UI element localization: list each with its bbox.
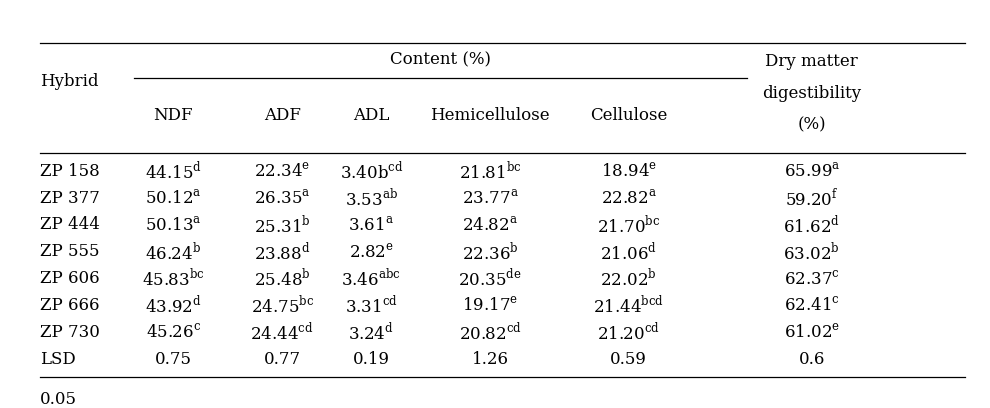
Text: 44.15$^{\mathregular{d}}$: 44.15$^{\mathregular{d}}$ bbox=[145, 160, 202, 182]
Text: 50.13$^{\mathregular{a}}$: 50.13$^{\mathregular{a}}$ bbox=[145, 216, 202, 234]
Text: 45.83$^{\mathregular{bc}}$: 45.83$^{\mathregular{bc}}$ bbox=[142, 268, 205, 290]
Text: 0.19: 0.19 bbox=[352, 350, 390, 368]
Text: 18.94$^{\mathregular{e}}$: 18.94$^{\mathregular{e}}$ bbox=[601, 162, 656, 181]
Text: 59.20$^{\mathregular{f}}$: 59.20$^{\mathregular{f}}$ bbox=[785, 187, 839, 209]
Text: Dry matter: Dry matter bbox=[765, 53, 858, 70]
Text: 21.81$^{\mathregular{bc}}$: 21.81$^{\mathregular{bc}}$ bbox=[458, 160, 522, 182]
Text: 3.31$^{\mathregular{cd}}$: 3.31$^{\mathregular{cd}}$ bbox=[345, 295, 398, 316]
Text: 23.77$^{\mathregular{a}}$: 23.77$^{\mathregular{a}}$ bbox=[461, 189, 519, 208]
Text: ZP 555: ZP 555 bbox=[40, 243, 99, 260]
Text: digestibility: digestibility bbox=[762, 85, 861, 102]
Text: Content (%): Content (%) bbox=[390, 52, 491, 69]
Text: 24.44$^{\mathregular{cd}}$: 24.44$^{\mathregular{cd}}$ bbox=[250, 321, 314, 343]
Text: ADF: ADF bbox=[263, 107, 301, 124]
Text: 21.06$^{\mathregular{d}}$: 21.06$^{\mathregular{d}}$ bbox=[600, 241, 657, 263]
Text: 0.59: 0.59 bbox=[610, 350, 647, 368]
Text: ZP 730: ZP 730 bbox=[40, 324, 99, 341]
Text: Hybrid: Hybrid bbox=[40, 73, 98, 90]
Text: 20.82$^{\mathregular{cd}}$: 20.82$^{\mathregular{cd}}$ bbox=[458, 321, 522, 343]
Text: 61.62$^{\mathregular{d}}$: 61.62$^{\mathregular{d}}$ bbox=[783, 214, 841, 236]
Text: ZP 444: ZP 444 bbox=[40, 217, 99, 233]
Text: 62.37$^{\mathregular{c}}$: 62.37$^{\mathregular{c}}$ bbox=[784, 269, 840, 288]
Text: 43.92$^{\mathregular{d}}$: 43.92$^{\mathregular{d}}$ bbox=[145, 295, 202, 316]
Text: 25.31$^{\mathregular{b}}$: 25.31$^{\mathregular{b}}$ bbox=[253, 214, 311, 236]
Text: 3.46$^{\mathregular{abc}}$: 3.46$^{\mathregular{abc}}$ bbox=[342, 268, 401, 290]
Text: 21.20$^{\mathregular{cd}}$: 21.20$^{\mathregular{cd}}$ bbox=[597, 321, 660, 343]
Text: 63.02$^{\mathregular{b}}$: 63.02$^{\mathregular{b}}$ bbox=[783, 241, 841, 263]
Text: 0.6: 0.6 bbox=[799, 350, 825, 368]
Text: 21.44$^{\mathregular{bcd}}$: 21.44$^{\mathregular{bcd}}$ bbox=[593, 295, 664, 316]
Text: 46.24$^{\mathregular{b}}$: 46.24$^{\mathregular{b}}$ bbox=[146, 241, 201, 263]
Text: ADL: ADL bbox=[353, 107, 389, 124]
Text: 22.02$^{\mathregular{b}}$: 22.02$^{\mathregular{b}}$ bbox=[600, 268, 657, 290]
Text: ZP 606: ZP 606 bbox=[40, 270, 99, 287]
Text: 0.75: 0.75 bbox=[154, 350, 192, 368]
Text: 26.35$^{\mathregular{a}}$: 26.35$^{\mathregular{a}}$ bbox=[253, 189, 311, 208]
Text: 24.75$^{\mathregular{bc}}$: 24.75$^{\mathregular{bc}}$ bbox=[250, 295, 314, 316]
Text: 50.12$^{\mathregular{a}}$: 50.12$^{\mathregular{a}}$ bbox=[145, 189, 202, 208]
Text: Cellulose: Cellulose bbox=[590, 107, 667, 124]
Text: 3.40b$^{\mathregular{cd}}$: 3.40b$^{\mathregular{cd}}$ bbox=[340, 160, 403, 182]
Text: 62.41$^{\mathregular{c}}$: 62.41$^{\mathregular{c}}$ bbox=[784, 296, 840, 315]
Text: 3.24$^{\mathregular{d}}$: 3.24$^{\mathregular{d}}$ bbox=[348, 321, 394, 343]
Text: 21.70$^{\mathregular{bc}}$: 21.70$^{\mathregular{bc}}$ bbox=[597, 214, 660, 236]
Text: 25.48$^{\mathregular{b}}$: 25.48$^{\mathregular{b}}$ bbox=[253, 268, 311, 290]
Text: 61.02$^{\mathregular{e}}$: 61.02$^{\mathregular{e}}$ bbox=[784, 323, 840, 341]
Text: (%): (%) bbox=[798, 116, 826, 133]
Text: 23.88$^{\mathregular{d}}$: 23.88$^{\mathregular{d}}$ bbox=[254, 241, 310, 263]
Text: 22.82$^{\mathregular{a}}$: 22.82$^{\mathregular{a}}$ bbox=[601, 189, 656, 208]
Text: ZP 158: ZP 158 bbox=[40, 163, 99, 180]
Text: LSD: LSD bbox=[40, 350, 75, 368]
Text: 0.77: 0.77 bbox=[263, 350, 301, 368]
Text: 22.34$^{\mathregular{e}}$: 22.34$^{\mathregular{e}}$ bbox=[254, 162, 310, 181]
Text: 20.35$^{\mathregular{de}}$: 20.35$^{\mathregular{de}}$ bbox=[458, 268, 522, 290]
Text: ZP 666: ZP 666 bbox=[40, 297, 99, 314]
Text: Hemicellulose: Hemicellulose bbox=[431, 107, 549, 124]
Text: NDF: NDF bbox=[153, 107, 193, 124]
Text: 24.82$^{\mathregular{a}}$: 24.82$^{\mathregular{a}}$ bbox=[462, 216, 518, 234]
Text: 22.36$^{\mathregular{b}}$: 22.36$^{\mathregular{b}}$ bbox=[461, 241, 519, 263]
Text: ZP 377: ZP 377 bbox=[40, 190, 99, 207]
Text: 2.82$^{\mathregular{e}}$: 2.82$^{\mathregular{e}}$ bbox=[348, 242, 394, 261]
Text: 19.17$^{\mathregular{e}}$: 19.17$^{\mathregular{e}}$ bbox=[462, 296, 518, 315]
Text: 3.53$^{\mathregular{ab}}$: 3.53$^{\mathregular{ab}}$ bbox=[345, 187, 398, 209]
Text: 65.99$^{\mathregular{a}}$: 65.99$^{\mathregular{a}}$ bbox=[783, 162, 841, 181]
Text: 1.26: 1.26 bbox=[471, 350, 509, 368]
Text: 3.61$^{\mathregular{a}}$: 3.61$^{\mathregular{a}}$ bbox=[348, 216, 394, 234]
Text: 0.05: 0.05 bbox=[40, 391, 76, 408]
Text: 45.26$^{\mathregular{c}}$: 45.26$^{\mathregular{c}}$ bbox=[146, 323, 201, 341]
